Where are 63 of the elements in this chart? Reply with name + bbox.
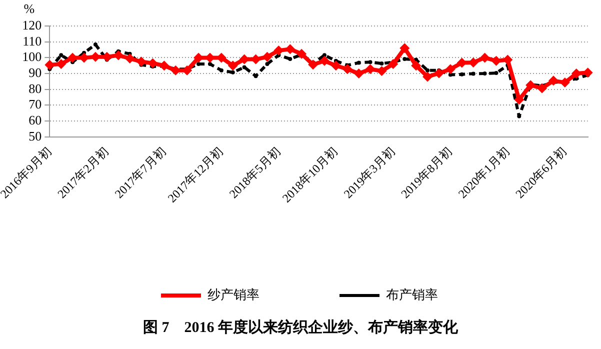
point (537, 83, 548, 94)
point (159, 60, 170, 71)
point (113, 50, 124, 60)
point (482, 72, 487, 76)
point (514, 94, 524, 105)
y-tick-label: 60 (28, 112, 42, 128)
point (148, 58, 158, 68)
text: 图 7 2016 年度以来纺织企业纱、布产销率变化 (142, 318, 459, 337)
point (445, 64, 456, 74)
point (56, 59, 66, 70)
point (502, 54, 513, 65)
point (342, 64, 352, 74)
point (422, 72, 433, 82)
y-tick-label: 110 (22, 33, 42, 48)
point (330, 60, 341, 71)
point (526, 80, 536, 90)
point (460, 72, 464, 76)
point (411, 60, 422, 71)
point (426, 68, 430, 72)
point (262, 52, 272, 62)
point (308, 60, 318, 70)
y-tick-label: 80 (28, 80, 42, 96)
point (230, 70, 235, 74)
point (434, 68, 444, 78)
y-tick-label: 90 (28, 64, 42, 80)
point (265, 62, 270, 66)
point (242, 65, 246, 70)
point (274, 46, 284, 56)
point (208, 62, 212, 66)
point (228, 60, 238, 71)
y-tick-label: 120 (22, 17, 42, 32)
point (400, 43, 410, 54)
point (471, 72, 476, 76)
y-axis-title: % (24, 0, 35, 16)
legend-label: 纱产销率 (208, 287, 260, 302)
point (296, 48, 307, 59)
point (285, 44, 296, 54)
point (319, 56, 330, 66)
point (402, 56, 407, 61)
point (136, 56, 146, 67)
point (376, 66, 387, 76)
point (368, 60, 372, 64)
point (354, 68, 364, 79)
point (548, 76, 558, 86)
point (93, 42, 98, 47)
point (219, 68, 224, 72)
point (182, 65, 192, 76)
point (480, 52, 490, 63)
point (494, 71, 498, 76)
legend-label: 布产销率 (386, 287, 438, 302)
point (356, 60, 361, 65)
y-tick-label: 70 (28, 96, 42, 112)
y-tick-label: 100 (22, 49, 42, 64)
point (388, 59, 398, 70)
point (380, 62, 384, 66)
point (365, 64, 376, 74)
point (59, 53, 64, 58)
point (560, 78, 570, 88)
point (571, 68, 582, 79)
point (124, 53, 135, 64)
point (288, 56, 292, 61)
point (79, 52, 90, 63)
y-tick-label: 50 (28, 128, 42, 144)
